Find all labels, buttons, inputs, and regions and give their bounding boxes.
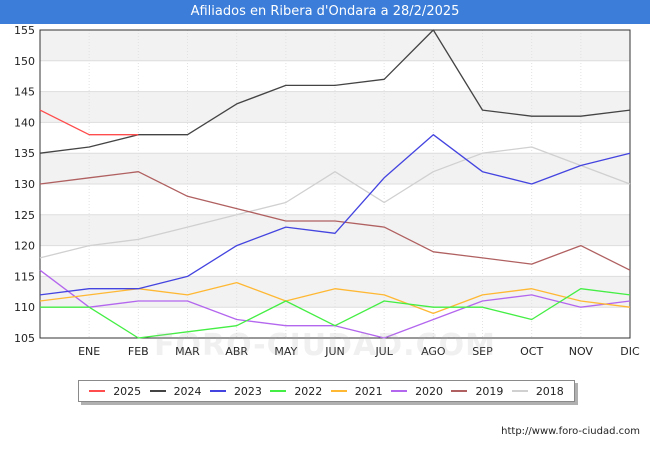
legend-swatch <box>209 390 226 392</box>
legend-swatch <box>330 390 347 392</box>
x-tick-label: SEP <box>472 345 493 358</box>
legend: 2025 2024 2023 2022 2021 2020 2019 2018 <box>78 380 575 402</box>
legend-swatch <box>451 390 468 392</box>
series-line-2018 <box>39 146 631 259</box>
y-tick-label: 120 <box>14 240 35 253</box>
series-line-2022 <box>40 288 631 339</box>
series-lines <box>39 29 631 339</box>
legend-swatch <box>391 390 408 392</box>
legend-item-2025: 2025 <box>89 385 141 398</box>
watermark: FORO-CIUDAD.COM <box>154 328 496 363</box>
y-tick-label: 145 <box>14 86 35 99</box>
x-axis-ticks: ENE FEB MAR ABR MAY JUN JUL AGO SEP OCT NOV DIC <box>78 345 640 358</box>
band <box>40 122 630 154</box>
legend-swatch <box>89 390 106 392</box>
x-tick-label: ABR <box>225 345 248 358</box>
y-tick-label: 105 <box>14 332 35 345</box>
legend-swatch <box>511 390 528 392</box>
y-tick-label: 135 <box>14 147 35 160</box>
y-tick-label: 140 <box>14 116 35 129</box>
legend-swatch <box>149 390 166 392</box>
legend-label: 2024 <box>173 384 202 398</box>
legend-label: 2025 <box>113 384 142 398</box>
legend-swatch <box>270 390 287 392</box>
y-axis-ticks: 105 110 115 120 125 130 135 140 145 150 155 <box>14 24 35 345</box>
y-tick-label: 115 <box>14 270 35 283</box>
x-tick-label: ENE <box>78 345 100 358</box>
chart-title: Afiliados en Ribera d'Ondara a 28/2/2025 <box>0 0 650 24</box>
footer-url: http://www.foro-ciudad.com <box>501 426 640 437</box>
x-tick-label: MAY <box>274 345 297 358</box>
legend-item-2018: 2018 <box>511 384 564 398</box>
y-tick-label: 150 <box>14 55 35 68</box>
x-tick-label: MAR <box>175 345 200 358</box>
legend-item-2019: 2019 <box>451 385 503 398</box>
legend-label: 2019 <box>475 384 504 398</box>
legend-label: 2020 <box>415 384 444 398</box>
x-tick-label: FEB <box>128 345 149 358</box>
x-tick-label: AGO <box>421 345 446 358</box>
legend-item-2021: 2021 <box>330 384 383 398</box>
x-tick-label: DIC <box>620 345 640 358</box>
legend-item-2023: 2023 <box>209 384 262 398</box>
legend-item-2022: 2022 <box>270 385 322 398</box>
legend-label: 2023 <box>233 384 262 398</box>
y-tick-label: 130 <box>14 178 35 191</box>
y-tick-label: 110 <box>14 301 35 314</box>
x-tick-label: JUL <box>374 345 393 358</box>
series-line-2025 <box>39 109 139 136</box>
x-tick-label: JUN <box>324 345 345 358</box>
series-line-2019 <box>39 171 631 271</box>
legend-label: 2021 <box>354 384 383 398</box>
legend-item-2024: 2024 <box>149 384 202 398</box>
x-tick-label: NOV <box>569 345 594 358</box>
legend-label: 2018 <box>535 384 564 398</box>
y-tick-label: 125 <box>14 209 35 222</box>
x-tick-label: OCT <box>520 345 543 358</box>
series-line-2023 <box>39 134 631 296</box>
band <box>40 60 630 92</box>
legend-item-2020: 2020 <box>391 385 443 398</box>
legend-label: 2022 <box>294 384 323 398</box>
y-tick-label: 155 <box>14 24 35 37</box>
line-chart: 105 110 115 120 125 130 135 140 145 150 155 ENE FEB… <box>14 24 640 358</box>
